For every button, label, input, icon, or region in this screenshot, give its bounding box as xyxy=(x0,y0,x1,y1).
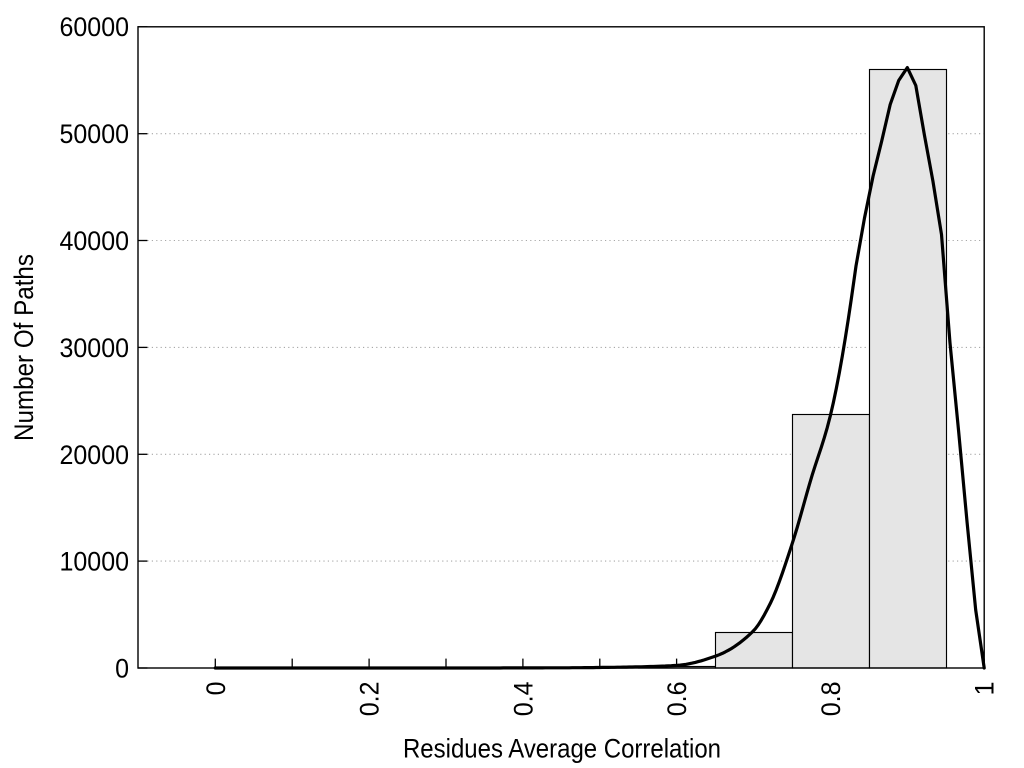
svg-text:0.4: 0.4 xyxy=(508,682,538,717)
svg-text:10000: 10000 xyxy=(60,547,130,577)
svg-text:40000: 40000 xyxy=(60,226,130,256)
svg-text:50000: 50000 xyxy=(60,119,130,149)
svg-text:0: 0 xyxy=(115,654,129,684)
svg-text:0: 0 xyxy=(201,682,231,696)
svg-text:0.6: 0.6 xyxy=(662,682,692,717)
svg-text:Residues Average Correlation: Residues Average Correlation xyxy=(403,734,721,764)
svg-text:20000: 20000 xyxy=(60,440,130,470)
svg-text:60000: 60000 xyxy=(60,12,130,42)
svg-text:Number Of Paths: Number Of Paths xyxy=(9,254,39,441)
svg-text:0.8: 0.8 xyxy=(816,682,846,717)
svg-text:1: 1 xyxy=(970,682,1000,696)
svg-text:0.2: 0.2 xyxy=(355,682,385,717)
svg-text:30000: 30000 xyxy=(60,333,130,363)
